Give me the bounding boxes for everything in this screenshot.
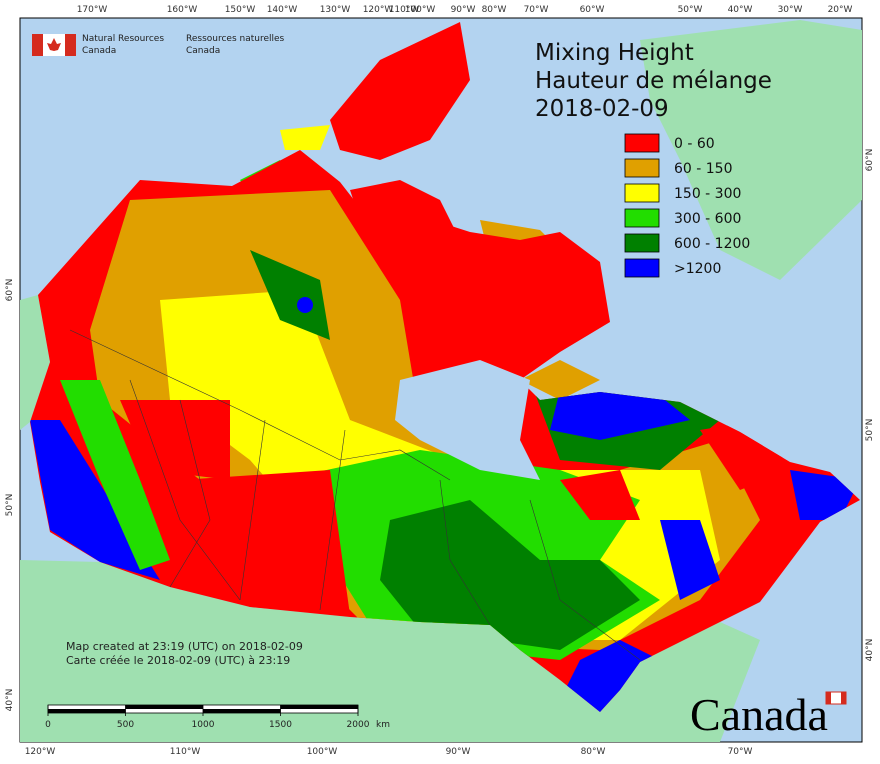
graticule-label-top: 130°W	[320, 5, 351, 15]
map-date: 2018-02-09	[535, 96, 669, 122]
graticule-label-right: 40°N	[865, 639, 875, 662]
graticule-label-bottom: 70°W	[728, 747, 753, 757]
scale-bar-segment	[280, 705, 358, 709]
graticule-label-bottom: 110°W	[170, 747, 201, 757]
graticule-label-top: 30°W	[778, 5, 803, 15]
note: Map created at 23:19 (UTC) on 2018-02-09	[66, 640, 303, 653]
legend-label: 60 - 150	[674, 161, 733, 177]
scale-label: 500	[117, 720, 134, 730]
graticule-label-top: 80°W	[482, 5, 507, 15]
hudson-bay	[395, 360, 540, 480]
scale-unit: km	[376, 720, 390, 730]
wordmark: Canada	[690, 689, 828, 740]
note: Carte créée le 2018-02-09 (UTC) à 23:19	[66, 654, 290, 667]
graticule-label-top: 140°W	[267, 5, 298, 15]
legend-swatch	[624, 133, 660, 153]
graticule-label-top: 150°W	[225, 5, 256, 15]
legend: 0 - 60 60 - 150 150 - 300 300 - 600 600 - 12…	[624, 133, 750, 278]
scale-label: 0	[45, 720, 51, 730]
legend-swatch	[624, 233, 660, 253]
flag-bar	[32, 34, 43, 56]
agency-en: Canada	[82, 46, 116, 56]
graticule-label-right: 60°N	[865, 149, 875, 172]
graticule-label-top: 60°W	[580, 5, 605, 15]
graticule-label-top: 170°W	[77, 5, 108, 15]
legend-label: 300 - 600	[674, 211, 741, 227]
legend-swatch	[624, 258, 660, 278]
graticule-label-top: 20°W	[828, 5, 853, 15]
legend-swatch	[624, 158, 660, 178]
agency-en: Natural Resources	[82, 34, 164, 44]
graticule-label-left: 60°N	[5, 279, 15, 302]
map-title: Mixing Height	[535, 40, 694, 66]
graticule-label-left: 50°N	[5, 494, 15, 517]
graticule-label-bottom: 100°W	[307, 747, 338, 757]
mixing-height-field	[30, 150, 860, 712]
graticule-label-left: 40°N	[5, 689, 15, 712]
wordmark-flag	[826, 692, 831, 704]
province-borders	[69, 329, 641, 661]
legend-label: >1200	[674, 261, 721, 277]
scale-bar-segment	[48, 709, 126, 713]
scale-label: 1000	[192, 720, 215, 730]
legend-label: 0 - 60	[674, 136, 715, 152]
legend-swatch	[624, 183, 660, 203]
graticule-label-top: 40°W	[728, 5, 753, 15]
graticule-label-top: 100°W	[405, 5, 436, 15]
graticule-label-top: 50°W	[678, 5, 703, 15]
graticule-label-top: 110°W	[389, 5, 420, 15]
graticule-label-top: 70°W	[524, 5, 549, 15]
scale-label: 2000	[347, 720, 370, 730]
graticule-label-top: 160°W	[167, 5, 198, 15]
legend-label: 150 - 300	[674, 186, 741, 202]
scale-bar: 0 500 1000 1500 2000 km	[45, 704, 390, 730]
scale-bar-segment	[125, 705, 203, 709]
usa	[20, 560, 760, 742]
greenland	[640, 20, 862, 280]
scale-label: 1500	[269, 720, 292, 730]
legend-swatch	[624, 208, 660, 228]
graticule-label-bottom: 80°W	[581, 747, 606, 757]
scale-bar-segment	[203, 709, 281, 713]
graticule-label-bottom: 120°W	[25, 747, 56, 757]
alaska	[20, 295, 50, 430]
graticule-label-right: 50°N	[865, 419, 875, 442]
wordmark-flag	[841, 692, 846, 704]
agency-fr: Canada	[186, 46, 220, 56]
legend-label: 600 - 1200	[674, 236, 750, 252]
graticule-label-top: 120°W	[363, 5, 394, 15]
flag-bar	[65, 34, 76, 56]
graticule-label-top: 90°W	[451, 5, 476, 15]
maple-leaf	[47, 38, 61, 51]
map-title: Hauteur de mélange	[535, 68, 772, 94]
agency-fr: Ressources naturelles	[186, 34, 285, 44]
graticule-label-bottom: 90°W	[446, 747, 471, 757]
